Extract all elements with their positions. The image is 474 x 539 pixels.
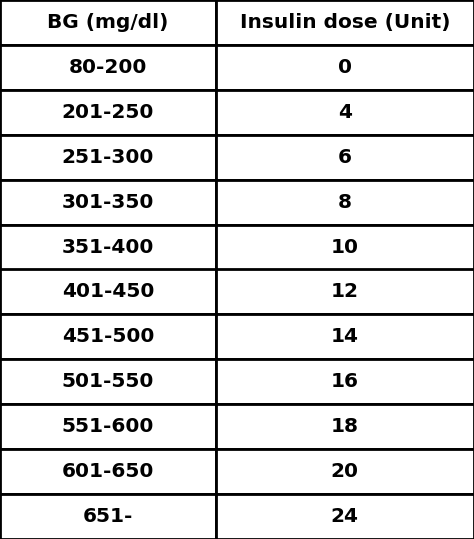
Text: 4: 4 [338, 103, 352, 122]
Text: 501-550: 501-550 [62, 372, 154, 391]
Text: 12: 12 [331, 282, 359, 301]
Text: 251-300: 251-300 [62, 148, 154, 167]
Bar [0, 0, 216, 45]
Text: BG (mg/dl): BG (mg/dl) [47, 13, 169, 32]
Bar [0, 360, 216, 404]
Bar [0, 404, 216, 449]
Bar [216, 0, 474, 45]
Text: 351-400: 351-400 [62, 238, 154, 257]
Text: 6: 6 [338, 148, 352, 167]
Bar [216, 270, 474, 314]
Text: 551-600: 551-600 [62, 417, 154, 436]
Bar [0, 225, 216, 270]
Text: 201-250: 201-250 [62, 103, 154, 122]
Bar [216, 135, 474, 179]
Text: Insulin dose (Unit): Insulin dose (Unit) [239, 13, 450, 32]
Bar [216, 225, 474, 270]
Bar [216, 360, 474, 404]
Text: 0: 0 [338, 58, 352, 77]
Text: 16: 16 [331, 372, 359, 391]
Bar [0, 449, 216, 494]
Text: 301-350: 301-350 [62, 192, 154, 212]
Text: 601-650: 601-650 [62, 462, 154, 481]
Bar [216, 179, 474, 225]
Text: 18: 18 [331, 417, 359, 436]
Bar [0, 179, 216, 225]
Text: 20: 20 [331, 462, 359, 481]
Bar [0, 135, 216, 179]
Bar [0, 494, 216, 539]
Text: 10: 10 [331, 238, 359, 257]
Bar [0, 270, 216, 314]
Bar [216, 494, 474, 539]
Text: 14: 14 [331, 327, 359, 347]
Bar [216, 404, 474, 449]
Text: 8: 8 [338, 192, 352, 212]
Bar [0, 45, 216, 90]
Text: 24: 24 [331, 507, 359, 526]
Bar [216, 45, 474, 90]
Bar [216, 314, 474, 360]
Bar [216, 449, 474, 494]
Text: 401-450: 401-450 [62, 282, 154, 301]
Text: 651-: 651- [82, 507, 133, 526]
Text: 451-500: 451-500 [62, 327, 154, 347]
Bar [216, 90, 474, 135]
Bar [0, 90, 216, 135]
Text: 80-200: 80-200 [69, 58, 147, 77]
Bar [0, 314, 216, 360]
